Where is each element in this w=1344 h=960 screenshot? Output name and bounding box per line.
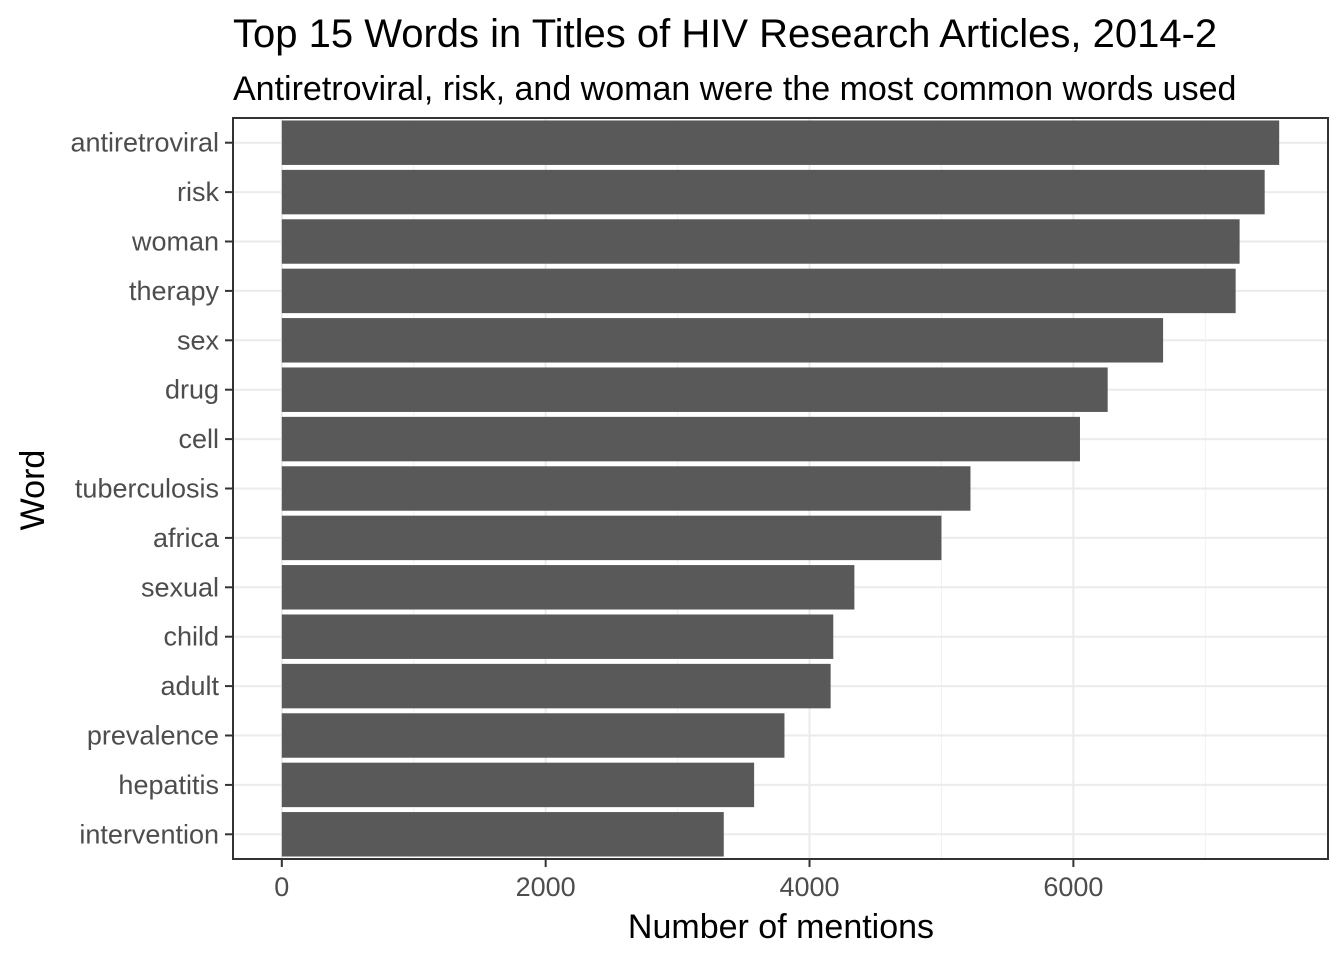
bar-prevalence xyxy=(281,713,785,758)
bar-therapy xyxy=(281,268,1236,314)
y-tick-label: hepatitis xyxy=(118,770,219,800)
bar-child xyxy=(281,614,834,659)
y-tick-label: antiretroviral xyxy=(70,128,219,158)
y-tick-label: prevalence xyxy=(87,721,219,751)
bar-africa xyxy=(281,515,942,561)
bar-woman xyxy=(281,219,1240,264)
bar-antiretroviral xyxy=(281,120,1280,165)
x-axis-title: Number of mentions xyxy=(628,908,934,946)
y-axis: antiretroviral risk woman therapy sex drug cel… xyxy=(70,128,233,849)
y-tick-label: africa xyxy=(153,523,220,553)
y-tick-label: drug xyxy=(165,375,219,405)
y-tick-label: child xyxy=(163,622,219,652)
y-tick-label: woman xyxy=(131,227,219,257)
bar-sexual xyxy=(281,565,855,610)
x-tick-label: 6000 xyxy=(1043,872,1103,902)
bar-hepatitis xyxy=(281,762,755,808)
bar-intervention xyxy=(281,812,724,857)
x-tick-label: 0 xyxy=(274,872,289,902)
y-tick-label: risk xyxy=(177,177,219,207)
y-tick-label: adult xyxy=(160,671,219,701)
bar-sex xyxy=(281,318,1164,363)
x-axis: 0 2000 4000 6000 xyxy=(274,859,1103,902)
bar-tuberculosis xyxy=(281,466,971,511)
bar-risk xyxy=(281,169,1265,215)
chart-title: Top 15 Words in Titles of HIV Research A… xyxy=(233,12,1217,56)
y-tick-label: therapy xyxy=(129,276,220,306)
y-tick-label: sexual xyxy=(141,572,219,602)
y-tick-label: cell xyxy=(178,424,219,454)
bars xyxy=(281,120,1280,857)
y-tick-label: tuberculosis xyxy=(75,474,219,504)
bar-cell xyxy=(281,416,1080,462)
y-tick-label: intervention xyxy=(79,819,219,849)
bar-adult xyxy=(281,663,831,709)
bar-drug xyxy=(281,367,1108,412)
chart-subtitle: Antiretroviral, risk, and woman were the… xyxy=(233,70,1236,108)
y-tick-label: sex xyxy=(177,325,220,355)
x-tick-label: 2000 xyxy=(516,872,576,902)
y-axis-title: Word xyxy=(14,450,52,531)
x-tick-label: 4000 xyxy=(779,872,839,902)
